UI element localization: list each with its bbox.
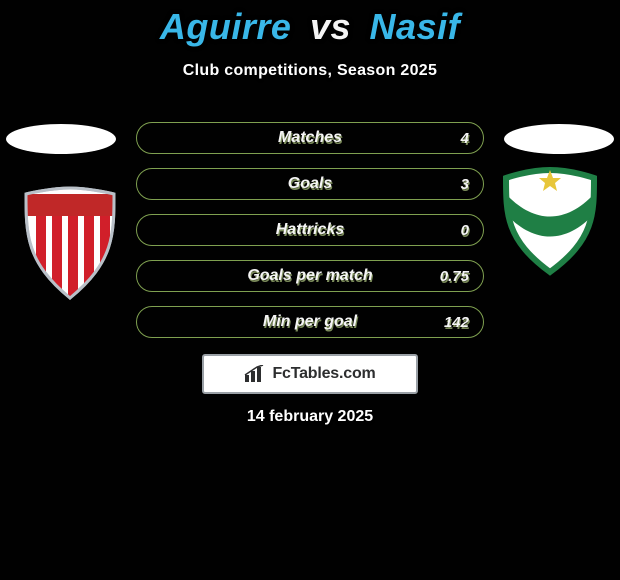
stat-label: Goals per match: [137, 267, 483, 285]
player2-avatar-halo: [504, 124, 614, 154]
comparison-card: Aguirre vs Nasif Club competitions, Seas…: [0, 0, 620, 580]
title-player2: Nasif: [370, 6, 461, 47]
title-player1: Aguirre: [160, 6, 292, 47]
club-crest-left-icon: [18, 184, 122, 302]
club-crest-left: [18, 184, 122, 302]
stat-label: Hattricks: [137, 221, 483, 239]
stat-row: Goals 3: [136, 168, 484, 200]
club-crest-right-icon: [498, 164, 602, 276]
stat-value: 4: [461, 130, 469, 147]
stat-value: 0.75: [440, 268, 469, 285]
player1-avatar-halo: [6, 124, 116, 154]
stat-row: Min per goal 142: [136, 306, 484, 338]
title: Aguirre vs Nasif: [0, 6, 620, 48]
stat-value: 3: [461, 176, 469, 193]
brand-text: FcTables.com: [272, 365, 375, 383]
brand-link[interactable]: FcTables.com: [202, 354, 418, 394]
title-vs: vs: [302, 6, 359, 47]
stat-row: Hattricks 0: [136, 214, 484, 246]
stat-label: Matches: [137, 129, 483, 147]
stat-row: Goals per match 0.75: [136, 260, 484, 292]
club-crest-right: [498, 164, 602, 276]
stat-value: 0: [461, 222, 469, 239]
stat-value: 142: [444, 314, 469, 331]
subtitle: Club competitions, Season 2025: [0, 62, 620, 80]
date-text: 14 february 2025: [0, 408, 620, 426]
bars-icon: [244, 365, 266, 383]
stat-label: Min per goal: [137, 313, 483, 331]
stat-row: Matches 4: [136, 122, 484, 154]
stat-rows: Matches 4 Goals 3 Hattricks 0 Goals per …: [136, 122, 484, 338]
stat-label: Goals: [137, 175, 483, 193]
